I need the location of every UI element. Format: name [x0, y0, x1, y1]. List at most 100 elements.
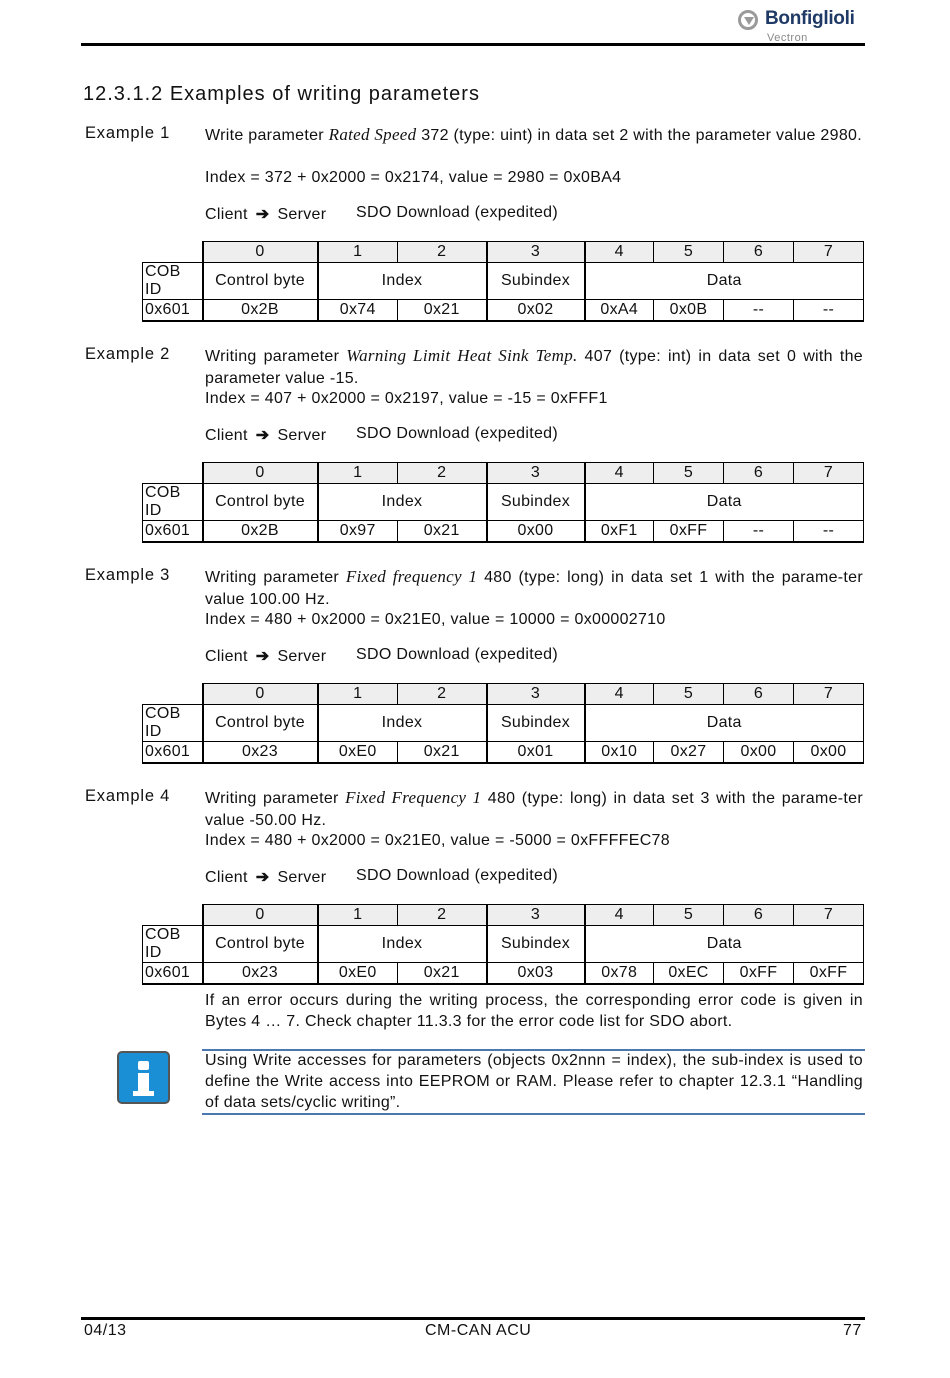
byte-number-cell: 5	[653, 241, 724, 263]
description-text: Writing parameter	[205, 569, 346, 586]
field-name-row: COB ID Control byte Index Subindex Data	[142, 483, 864, 521]
control-byte-value: 0x2B	[201, 520, 318, 543]
byte-value-cell: 0x0B	[653, 299, 724, 322]
data-label: Data	[583, 925, 864, 963]
example-description: Writing parameter Fixed frequency 1 480 …	[205, 566, 863, 610]
byte-number-cell: 1	[316, 904, 398, 926]
byte-number-cell: 1	[316, 241, 398, 263]
can-message-table: 0 1 2 3 4 5 6 7 COB ID Control byte Index Subindex D…	[142, 683, 864, 764]
field-name-row: COB ID Control byte Index Subindex Data	[142, 925, 864, 963]
client-label: Client	[205, 648, 248, 665]
field-name-row: COB ID Control byte Index Subindex Data	[142, 704, 864, 742]
byte-number-cell: 0	[201, 904, 318, 926]
blank-cell	[142, 683, 203, 705]
arrow-right-icon: ➔	[255, 427, 270, 444]
server-label: Server	[277, 648, 327, 665]
logo-subtext: Vectron	[767, 32, 808, 44]
cob-id-label: COB ID	[142, 704, 203, 742]
byte-number-cell: 6	[723, 241, 794, 263]
index-label: Index	[316, 704, 487, 742]
byte-number-cell: 4	[583, 462, 654, 484]
blank-cell	[142, 462, 203, 484]
server-label: Server	[277, 869, 327, 886]
byte-number-cell: 6	[723, 462, 794, 484]
byte-number-cell: 5	[653, 683, 724, 705]
subindex-label: Subindex	[485, 262, 585, 300]
byte-value-cell: 0x21	[397, 520, 487, 543]
description-text: 480 (type: long) in data set 3 with the …	[205, 790, 863, 829]
blank-cell	[142, 904, 203, 926]
data-label: Data	[583, 262, 864, 300]
byte-value-cell: 0x01	[485, 741, 585, 764]
byte-value-cell: 0x21	[397, 962, 487, 985]
blank-cell	[142, 241, 203, 263]
byte-value-cell: 0x03	[485, 962, 585, 985]
logo-text: Bonfiglioli	[765, 8, 855, 29]
footer-doc-title: CM-CAN ACU	[425, 1322, 532, 1339]
example-label: Example 1	[85, 124, 171, 142]
info-note: Using Write accesses for parameters (obj…	[205, 1052, 863, 1111]
client-server-line: Client ➔ Server	[205, 646, 326, 666]
cob-id-value: 0x601	[142, 299, 203, 322]
arrow-right-icon: ➔	[255, 648, 270, 665]
index-label: Index	[316, 925, 487, 963]
control-byte-value: 0x23	[201, 962, 318, 985]
byte-value-cell: 0x97	[316, 520, 398, 543]
parameter-name: Rated Speed	[328, 125, 417, 144]
cob-id-value: 0x601	[142, 520, 203, 543]
data-label: Data	[583, 483, 864, 521]
cob-id-value: 0x601	[142, 741, 203, 764]
sdo-type: SDO Download (expedited)	[356, 425, 558, 442]
can-message-table: 0 1 2 3 4 5 6 7 COB ID Control byte Index Subindex D…	[142, 462, 864, 543]
control-byte-label: Control byte	[201, 925, 318, 963]
value-row: 0x601 0x23 0xE0 0x21 0x03 0x78 0xEC 0xFF 0xFF	[142, 962, 864, 985]
byte-value-cell: 0x00	[485, 520, 585, 543]
bonfiglioli-logo: Bonfiglioli Vectron	[738, 8, 868, 46]
example-label: Example 2	[85, 345, 171, 363]
byte-number-cell: 3	[485, 904, 585, 926]
data-label: Data	[583, 704, 864, 742]
byte-value-cell: --	[723, 299, 794, 322]
byte-number-cell: 4	[583, 683, 654, 705]
control-byte-label: Control byte	[201, 262, 318, 300]
byte-value-cell: 0xFF	[653, 520, 724, 543]
value-row: 0x601 0x2B 0x74 0x21 0x02 0xA4 0x0B -- --	[142, 299, 864, 322]
byte-value-cell: 0x00	[723, 741, 794, 764]
byte-number-cell: 7	[793, 462, 864, 484]
subindex-label: Subindex	[485, 925, 585, 963]
client-label: Client	[205, 206, 248, 223]
byte-number-cell: 3	[485, 683, 585, 705]
byte-value-cell: 0x27	[653, 741, 724, 764]
arrow-right-icon: ➔	[255, 206, 270, 223]
byte-value-cell: 0x74	[316, 299, 398, 322]
byte-number-cell: 3	[485, 241, 585, 263]
can-message-table: 0 1 2 3 4 5 6 7 COB ID Control byte Index Subindex D…	[142, 904, 864, 985]
byte-number-cell: 3	[485, 462, 585, 484]
description-text: Writing parameter	[205, 348, 347, 365]
control-byte-label: Control byte	[201, 704, 318, 742]
byte-number-cell: 0	[201, 462, 318, 484]
client-label: Client	[205, 427, 248, 444]
byte-number-cell: 6	[723, 904, 794, 926]
value-row: 0x601 0x2B 0x97 0x21 0x00 0xF1 0xFF -- --	[142, 520, 864, 543]
example-label: Example 3	[85, 566, 171, 584]
client-server-line: Client ➔ Server	[205, 867, 326, 887]
byte-number-cell: 4	[583, 904, 654, 926]
byte-value-cell: 0x00	[793, 741, 864, 764]
field-name-row: COB ID Control byte Index Subindex Data	[142, 262, 864, 300]
server-label: Server	[277, 427, 327, 444]
description-text: Write parameter	[205, 127, 329, 144]
index-line: Index = 407 + 0x2000 = 0x2197, value = -…	[205, 390, 608, 407]
value-row: 0x601 0x23 0xE0 0x21 0x01 0x10 0x27 0x00 0x00	[142, 741, 864, 764]
byte-value-cell: --	[793, 520, 864, 543]
byte-value-cell: 0xA4	[583, 299, 654, 322]
can-message-table: 0 1 2 3 4 5 6 7 COB ID Control byte Index Subindex D…	[142, 241, 864, 322]
byte-value-cell: 0x78	[583, 962, 654, 985]
index-label: Index	[316, 262, 487, 300]
cob-id-label: COB ID	[142, 262, 203, 300]
parameter-name: Fixed frequency 1	[345, 567, 478, 586]
